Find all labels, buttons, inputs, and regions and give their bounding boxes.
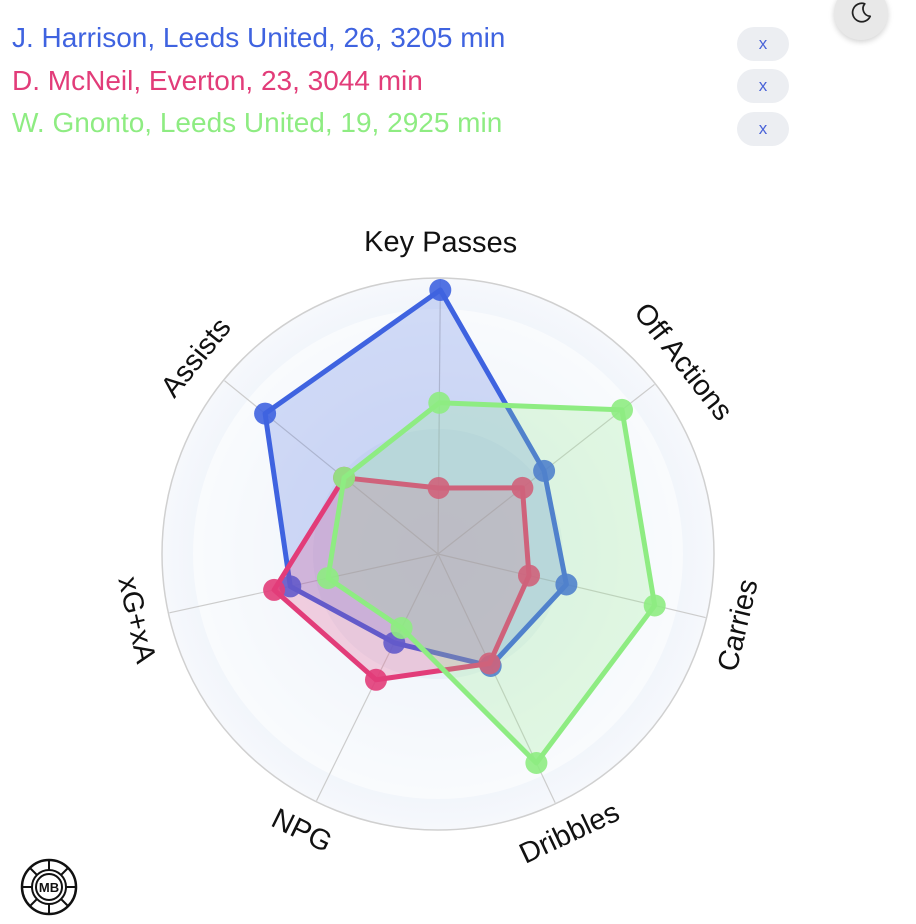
axis-label-npg: NPG (266, 803, 337, 859)
point-d-mcneil-key-passes[interactable] (427, 477, 450, 499)
radar-spoke-xg-xa (169, 553, 439, 614)
axis-label-carries: Carries (712, 576, 765, 674)
series-area-w-gnonto (325, 400, 658, 766)
point-j-harrison-key-passes[interactable] (429, 279, 452, 301)
series-w-gnonto (316, 391, 666, 774)
point-d-mcneil-npg[interactable] (365, 668, 387, 691)
radar-series (254, 279, 666, 774)
point-w-gnonto-xg-xa[interactable] (316, 567, 339, 590)
point-w-gnonto-assists[interactable] (333, 466, 356, 489)
remove-player-mcneil-button[interactable]: x (737, 69, 789, 103)
point-w-gnonto-dribbles[interactable] (525, 752, 548, 774)
ball-logo-icon: MB (20, 858, 78, 916)
point-w-gnonto-key-passes[interactable] (428, 391, 451, 414)
logo-text: MB (39, 880, 59, 895)
moon-icon (851, 2, 872, 23)
point-d-mcneil-dribbles[interactable] (478, 652, 501, 675)
point-d-mcneil-carries[interactable] (518, 564, 540, 587)
point-j-harrison-carries[interactable] (555, 573, 578, 596)
axis-label-xg-xa: xG+xA (111, 574, 161, 667)
point-w-gnonto-carries[interactable] (643, 594, 666, 617)
radar-spoke-key-passes (437, 279, 441, 555)
series-area-j-harrison (262, 287, 569, 669)
player-row-mcneil: D. McNeil, Everton, 23, 3044 min (12, 65, 423, 96)
point-j-harrison-assists[interactable] (254, 402, 277, 425)
point-w-gnonto-npg[interactable] (390, 617, 413, 639)
point-d-mcneil-xg-xa[interactable] (263, 578, 286, 601)
player-row-harrison: J. Harrison, Leeds United, 26, 3205 min (12, 22, 506, 53)
remove-player-harrison-button[interactable]: x (737, 27, 789, 61)
player-row-gnonto: W. Gnonto, Leeds United, 19, 2925 min (12, 107, 503, 138)
point-j-harrison-off-actions[interactable] (533, 459, 556, 482)
point-w-gnonto-off-actions[interactable] (611, 398, 633, 421)
remove-player-gnonto-button[interactable]: x (737, 112, 789, 146)
axis-label-key-passes: Key Passes (364, 226, 517, 259)
point-d-mcneil-off-actions[interactable] (511, 476, 534, 499)
